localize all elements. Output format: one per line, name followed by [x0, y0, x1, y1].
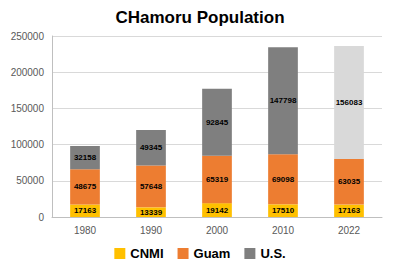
svg-text:CNMI: CNMI	[130, 246, 163, 261]
svg-text:1990: 1990	[140, 225, 163, 236]
svg-text:17163: 17163	[74, 206, 97, 215]
svg-text:50000: 50000	[16, 175, 44, 186]
svg-text:2010: 2010	[272, 225, 295, 236]
svg-text:156083: 156083	[336, 98, 363, 107]
svg-text:147798: 147798	[270, 96, 297, 105]
svg-text:Guam: Guam	[194, 246, 231, 261]
svg-text:19142: 19142	[206, 206, 229, 215]
svg-text:0: 0	[38, 212, 44, 223]
svg-text:69098: 69098	[272, 175, 295, 184]
svg-text:U.S.: U.S.	[260, 246, 285, 261]
svg-text:17510: 17510	[272, 206, 295, 215]
svg-text:63035: 63035	[338, 177, 361, 186]
svg-text:200000: 200000	[11, 67, 45, 78]
svg-text:17163: 17163	[338, 206, 361, 215]
svg-text:2000: 2000	[206, 225, 229, 236]
svg-text:32158: 32158	[74, 153, 97, 162]
svg-text:65319: 65319	[206, 175, 229, 184]
svg-text:57648: 57648	[140, 182, 163, 191]
svg-text:49345: 49345	[140, 143, 163, 152]
svg-text:92845: 92845	[206, 118, 229, 127]
svg-text:250000: 250000	[11, 31, 45, 42]
svg-text:CHamoru Population: CHamoru Population	[115, 8, 284, 27]
svg-text:100000: 100000	[11, 139, 45, 150]
svg-text:150000: 150000	[11, 103, 45, 114]
svg-text:13339: 13339	[140, 208, 163, 217]
svg-text:2022: 2022	[338, 225, 361, 236]
svg-text:1980: 1980	[74, 225, 97, 236]
svg-text:48675: 48675	[74, 182, 97, 191]
